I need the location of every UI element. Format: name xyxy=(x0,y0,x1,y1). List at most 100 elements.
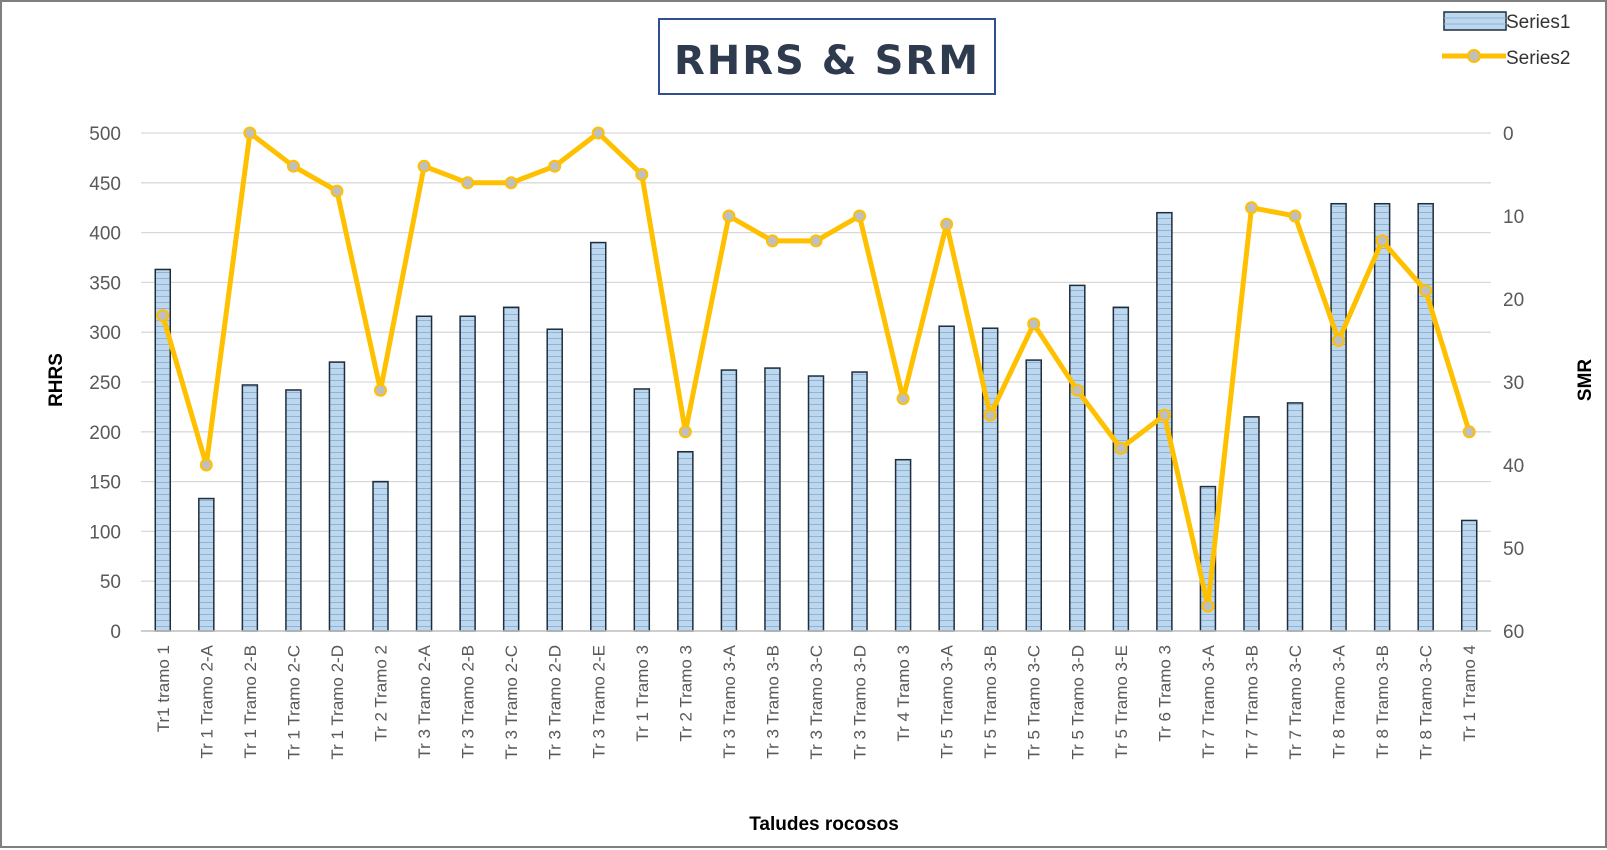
bar xyxy=(633,388,651,632)
y-tick-label: 200 xyxy=(89,423,121,444)
bar xyxy=(981,327,999,632)
series2-point xyxy=(243,126,257,140)
x-tick-label: Tr 3 Tramo 3-A xyxy=(720,644,739,758)
x-tick-label: Tr 5 Tramo 3-A xyxy=(938,644,957,758)
y-tick-label: 450 xyxy=(89,174,121,195)
bar xyxy=(1025,359,1042,632)
series2-point xyxy=(722,209,736,223)
series2-point xyxy=(1419,284,1433,298)
series2-point xyxy=(548,159,562,173)
bar xyxy=(1243,416,1260,632)
x-tick-label: Tr 3 Tramo 2-B xyxy=(459,645,478,759)
bar xyxy=(1112,306,1130,632)
x-tick-label: Tr 8 Tramo 3-B xyxy=(1373,645,1392,759)
series2-point xyxy=(983,408,997,422)
y-tick-label: 50 xyxy=(100,572,121,593)
y-tick-label: 500 xyxy=(89,124,121,145)
bar xyxy=(328,361,346,632)
series2-point xyxy=(1244,201,1258,215)
bar xyxy=(938,325,955,632)
series2-point xyxy=(374,383,388,397)
series2-point xyxy=(199,458,213,472)
y-tick-label: 400 xyxy=(89,224,121,245)
y-tick-label: 100 xyxy=(89,522,121,543)
y2-axis-title: SMR xyxy=(1575,359,1596,402)
y2-tick-label: 40 xyxy=(1503,456,1524,477)
legend-label-series2: Series2 xyxy=(1506,48,1570,69)
bar xyxy=(241,384,259,632)
x-tick-label: Tr 2 Tramo 2 xyxy=(372,645,391,742)
series2-point xyxy=(1375,234,1389,248)
bar xyxy=(1069,284,1086,632)
x-tick-label: Tr 3 Tramo 2-A xyxy=(415,644,434,758)
y-axis-title: RHRS xyxy=(46,353,67,407)
x-tick-label: Tr 2 Tramo 3 xyxy=(676,645,695,742)
bar xyxy=(1286,402,1304,632)
y2-tick-label: 0 xyxy=(1503,124,1514,145)
x-tick-label: Tr 7 Tramo 3-B xyxy=(1242,645,1261,759)
series2-point xyxy=(504,176,518,190)
x-tick-label: Tr 8 Tramo 3-C xyxy=(1417,645,1436,760)
x-tick-label: Tr 7 Tramo 3-C xyxy=(1286,645,1305,760)
x-tick-label: Tr 5 Tramo 3-E xyxy=(1112,645,1131,759)
bar xyxy=(764,367,781,632)
bar xyxy=(502,306,520,632)
x-tick-label: Tr 6 Tramo 3 xyxy=(1155,645,1174,742)
y-tick-label: 0 xyxy=(110,622,121,643)
y2-tick-label: 60 xyxy=(1503,622,1524,643)
legend-marker-series2 xyxy=(1467,49,1481,63)
bar xyxy=(546,328,563,632)
x-tick-label: Tr 3 Tramo 3-D xyxy=(851,645,870,760)
bar xyxy=(459,315,476,632)
x-tick-label: Tr 8 Tramo 3-A xyxy=(1330,644,1349,758)
series2-point xyxy=(678,425,692,439)
series2-point xyxy=(417,159,431,173)
bar xyxy=(894,458,912,632)
legend-swatch-series1 xyxy=(1443,11,1507,31)
bar xyxy=(372,480,389,632)
series2-point xyxy=(1114,441,1128,455)
x-tick-label: Tr 3 Tramo 2-C xyxy=(502,645,521,760)
x-tick-label: Tr 3 Tramo 2-E xyxy=(589,645,608,759)
x-tick-label: Tr 1 Tramo 4 xyxy=(1460,645,1479,742)
series2-point xyxy=(330,184,344,198)
series2-point xyxy=(1332,334,1346,347)
y2-tick-label: 20 xyxy=(1503,290,1524,311)
series2-point xyxy=(765,234,779,248)
series2-point xyxy=(286,159,300,173)
bar xyxy=(851,371,868,632)
axes: 0 50 100 150 200 250 300 350 400 450 500 0 10 20 30 40 5… xyxy=(89,124,1524,760)
x-tick-label: Tr 5 Tramo 3-D xyxy=(1068,645,1087,760)
x-tick-label: Tr 1 Tramo 2-A xyxy=(197,644,216,758)
y-tick-label: 150 xyxy=(89,473,121,494)
series2-point xyxy=(896,392,910,406)
bar xyxy=(590,241,607,632)
x-tick-label: Tr 3 Tramo 3-C xyxy=(807,645,826,760)
line-series xyxy=(156,126,1476,613)
bar xyxy=(1460,519,1478,632)
y2-tick-label: 10 xyxy=(1503,207,1524,228)
bar xyxy=(198,497,215,632)
series2-point xyxy=(635,168,649,181)
series2-point xyxy=(1288,209,1302,223)
bar xyxy=(1330,202,1347,632)
series2-point xyxy=(156,309,170,323)
bar xyxy=(415,315,433,632)
series2-point xyxy=(591,126,605,140)
bar xyxy=(1373,202,1391,632)
series2-point xyxy=(1027,317,1041,331)
legend-label-series1: Series1 xyxy=(1506,12,1570,33)
series2-point xyxy=(1462,425,1476,439)
bar xyxy=(720,369,738,632)
title-box xyxy=(658,18,996,95)
bar xyxy=(285,389,302,632)
y-tick-label: 250 xyxy=(89,373,121,394)
x-tick-label: Tr1 tramo 1 xyxy=(154,645,173,732)
x-tick-label: Tr 3 Tramo 2-D xyxy=(546,645,565,760)
x-tick-label: Tr 1 Tramo 2-B xyxy=(241,645,260,759)
bar xyxy=(1417,202,1434,632)
y2-tick-label: 50 xyxy=(1503,539,1524,560)
series2-point xyxy=(853,209,867,223)
